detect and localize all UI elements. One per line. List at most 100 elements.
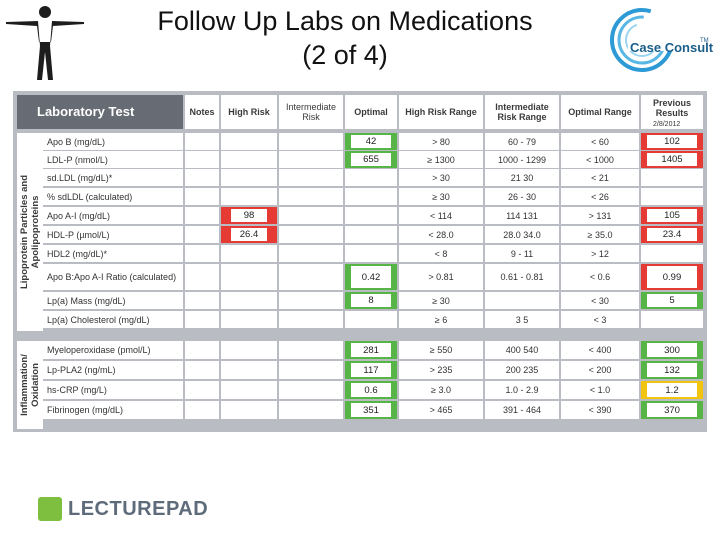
intermediate-risk-cell — [279, 341, 343, 359]
previous-result-value: 1405 — [647, 153, 697, 166]
lab-test-name: Lp-PLA2 (ng/mL) — [43, 361, 183, 379]
previous-result-cell: 102 — [641, 133, 703, 150]
high-risk-range: ≥ 3.0 — [399, 381, 483, 399]
optimal-range: < 1000 — [561, 151, 639, 168]
notes-cell — [185, 381, 219, 399]
notes-cell — [185, 188, 219, 205]
intermediate-risk-cell — [279, 264, 343, 290]
optimal-value: 0.42 — [351, 266, 391, 288]
high-risk-value: 98 — [231, 209, 267, 222]
high-risk-cell — [221, 169, 277, 186]
optimal-range: < 3 — [561, 311, 639, 328]
header-previous-label: Previous Results — [652, 98, 692, 118]
high-risk-cell — [221, 292, 277, 309]
high-risk-cell — [221, 381, 277, 399]
notes-cell — [185, 341, 219, 359]
optimal-cell — [345, 311, 397, 328]
notes-cell — [185, 361, 219, 379]
optimal-cell: 42 — [345, 133, 397, 150]
high-risk-range: > 465 — [399, 401, 483, 419]
optimal-cell — [345, 207, 397, 224]
previous-result-value: 0.99 — [647, 266, 697, 288]
optimal-range: < 26 — [561, 188, 639, 205]
slide-title: Follow Up Labs on Medications (2 of 4) — [100, 4, 590, 72]
human-figure-icon — [6, 6, 84, 80]
optimal-range: > 131 — [561, 207, 639, 224]
previous-result-value: 23.4 — [647, 228, 697, 241]
group-inflammation-label: Inflammation/ Oxidation — [19, 354, 41, 416]
header-intermediate-risk-range: Intermediate Risk Range — [485, 95, 559, 129]
optimal-value: 281 — [351, 343, 391, 357]
intermediate-risk-range: 28.0 34.0 — [485, 226, 559, 243]
intermediate-risk-range: 21 30 — [485, 169, 559, 186]
intermediate-risk-range: 9 - 11 — [485, 245, 559, 262]
intermediate-risk-range: 114 131 — [485, 207, 559, 224]
intermediate-risk-range: 400 540 — [485, 341, 559, 359]
header-optimal: Optimal — [345, 95, 397, 129]
optimal-cell: 351 — [345, 401, 397, 419]
lab-test-name: hs-CRP (mg/L) — [43, 381, 183, 399]
high-risk-range: > 80 — [399, 133, 483, 150]
high-risk-cell — [221, 245, 277, 262]
optimal-cell: 117 — [345, 361, 397, 379]
intermediate-risk-range: 391 - 464 — [485, 401, 559, 419]
previous-result-cell: 23.4 — [641, 226, 703, 243]
high-risk-range: ≥ 30 — [399, 188, 483, 205]
intermediate-risk-cell — [279, 207, 343, 224]
lab-test-name: sd.LDL (mg/dL)* — [43, 169, 183, 186]
title-line-2: (2 of 4) — [302, 40, 388, 70]
notes-cell — [185, 151, 219, 168]
lab-test-name: HDL2 (mg/dL)* — [43, 245, 183, 262]
intermediate-risk-range: 60 - 79 — [485, 133, 559, 150]
lecturepad-icon — [38, 497, 62, 521]
intermediate-risk-cell — [279, 381, 343, 399]
previous-result-value: 105 — [647, 209, 697, 222]
case-consult-text: Case Consult — [630, 40, 714, 55]
optimal-value: 117 — [351, 363, 391, 377]
intermediate-risk-cell — [279, 133, 343, 150]
notes-cell — [185, 292, 219, 309]
optimal-value: 351 — [351, 403, 391, 417]
header-laboratory-test: Laboratory Test — [17, 95, 183, 129]
intermediate-risk-cell — [279, 292, 343, 309]
high-risk-cell — [221, 341, 277, 359]
optimal-range: < 30 — [561, 292, 639, 309]
high-risk-cell — [221, 264, 277, 290]
optimal-range: < 390 — [561, 401, 639, 419]
high-risk-range: > 0.81 — [399, 264, 483, 290]
previous-result-cell: 105 — [641, 207, 703, 224]
previous-result-cell — [641, 188, 703, 205]
notes-cell — [185, 401, 219, 419]
lab-test-name: Myeloperoxidase (pmol/L) — [43, 341, 183, 359]
high-risk-value: 26.4 — [231, 228, 267, 241]
notes-cell — [185, 245, 219, 262]
notes-cell — [185, 311, 219, 328]
lab-test-name: LDL-P (nmol/L) — [43, 151, 183, 168]
intermediate-risk-cell — [279, 311, 343, 328]
previous-result-value: 5 — [647, 294, 697, 307]
intermediate-risk-range: 3 5 — [485, 311, 559, 328]
high-risk-range: < 114 — [399, 207, 483, 224]
previous-result-cell: 1405 — [641, 151, 703, 168]
high-risk-range: < 28.0 — [399, 226, 483, 243]
trademark-mark: TM — [700, 38, 709, 44]
notes-cell — [185, 169, 219, 186]
optimal-cell: 0.42 — [345, 264, 397, 290]
lecturepad-logo: LECTUREPAD — [30, 490, 210, 530]
notes-cell — [185, 226, 219, 243]
lab-test-name: Apo B:Apo A-I Ratio (calculated) — [43, 264, 183, 290]
high-risk-cell: 26.4 — [221, 226, 277, 243]
previous-result-cell: 300 — [641, 341, 703, 359]
previous-result-cell: 370 — [641, 401, 703, 419]
optimal-range: < 1.0 — [561, 381, 639, 399]
optimal-cell — [345, 188, 397, 205]
optimal-cell: 8 — [345, 292, 397, 309]
intermediate-risk-cell — [279, 361, 343, 379]
notes-cell — [185, 264, 219, 290]
intermediate-risk-range: 200 235 — [485, 361, 559, 379]
header-previous-date: 2/8/2012 — [653, 121, 681, 128]
lab-test-name: % sdLDL (calculated) — [43, 188, 183, 205]
optimal-range: ≥ 35.0 — [561, 226, 639, 243]
previous-result-cell: 132 — [641, 361, 703, 379]
previous-result-cell: 1.2 — [641, 381, 703, 399]
